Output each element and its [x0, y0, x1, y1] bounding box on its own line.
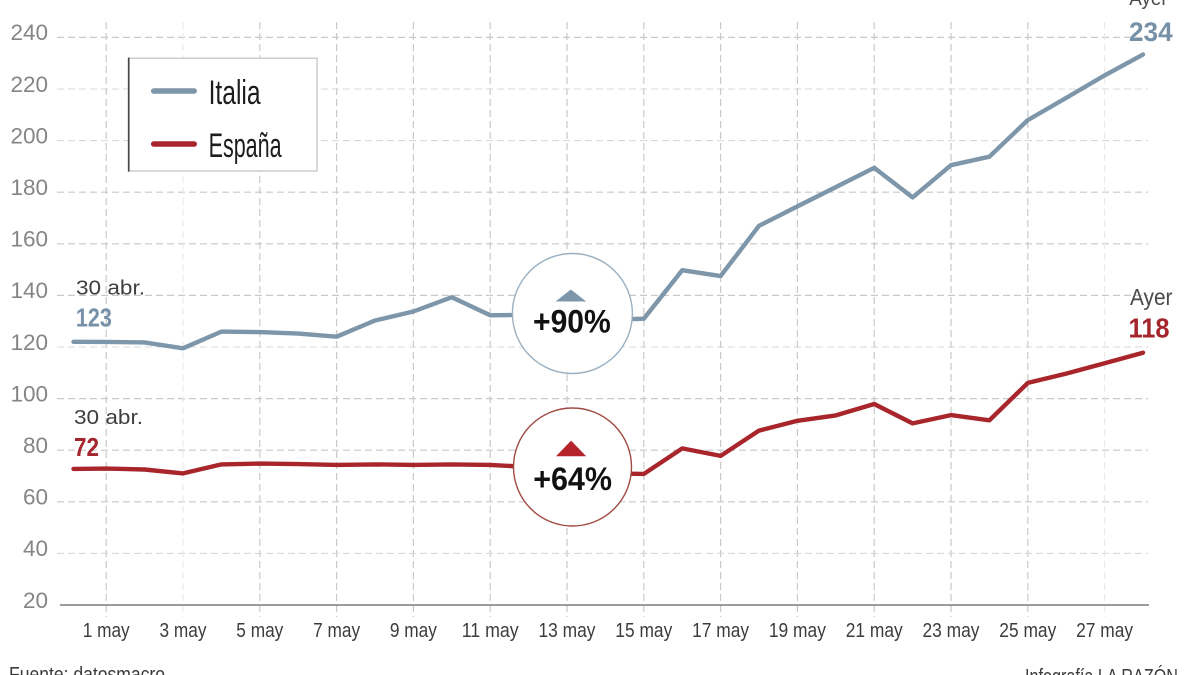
svg-text:Ayer: Ayer	[1130, 284, 1173, 310]
svg-text:Fuente: datosmacro: Fuente: datosmacro	[9, 664, 165, 675]
svg-text:5 may: 5 may	[236, 620, 283, 642]
svg-text:30 abr.: 30 abr.	[74, 407, 143, 429]
svg-text:180: 180	[10, 175, 48, 200]
svg-text:40: 40	[23, 536, 48, 561]
svg-text:234: 234	[1129, 17, 1173, 47]
svg-text:17 may: 17 may	[692, 620, 749, 642]
svg-text:27 may: 27 may	[1076, 620, 1133, 642]
svg-text:7 may: 7 may	[313, 620, 360, 642]
svg-text:123: 123	[76, 303, 112, 333]
svg-text:72: 72	[74, 432, 99, 462]
svg-text:200: 200	[10, 123, 48, 148]
svg-text:15 may: 15 may	[615, 620, 672, 642]
svg-text:60: 60	[23, 485, 48, 510]
svg-text:120: 120	[10, 330, 48, 355]
svg-text:España: España	[209, 127, 282, 165]
svg-text:220: 220	[10, 72, 48, 97]
svg-text:20: 20	[23, 588, 48, 613]
svg-text:21 may: 21 may	[846, 620, 903, 642]
svg-text:30 abr.: 30 abr.	[76, 278, 145, 300]
svg-text:118: 118	[1129, 313, 1170, 344]
svg-text:23 may: 23 may	[923, 620, 980, 642]
svg-text:160: 160	[10, 227, 48, 252]
svg-text:80: 80	[23, 433, 48, 458]
svg-text:11 may: 11 may	[462, 620, 519, 642]
svg-text:100: 100	[10, 381, 48, 406]
svg-text:Italia: Italia	[209, 74, 261, 112]
svg-text:Infografía LA RAZÓN: Infografía LA RAZÓN	[1025, 665, 1178, 675]
svg-text:9 may: 9 may	[390, 620, 437, 642]
svg-text:+90%: +90%	[533, 304, 611, 340]
svg-text:13 may: 13 may	[539, 620, 596, 642]
svg-text:1 may: 1 may	[83, 620, 130, 642]
svg-text:Ayer: Ayer	[1129, 0, 1168, 10]
svg-text:240: 240	[10, 20, 48, 45]
svg-text:25 may: 25 may	[999, 620, 1056, 642]
svg-text:3 may: 3 may	[160, 620, 207, 642]
svg-text:+64%: +64%	[533, 461, 612, 497]
svg-text:19 may: 19 may	[769, 620, 826, 642]
svg-text:140: 140	[10, 278, 48, 303]
